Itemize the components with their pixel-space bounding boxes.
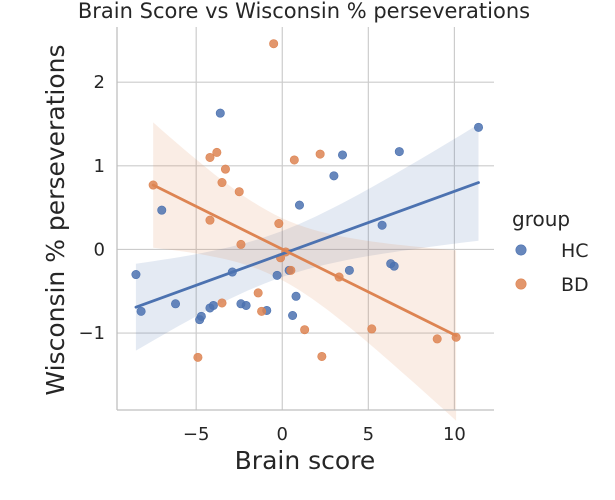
y-tick-label: 1 [94, 156, 105, 177]
tick-labels: −5 0 5 10 −1 0 1 2 [78, 72, 465, 445]
data-point-hc [394, 147, 404, 157]
data-point-hc [215, 108, 225, 118]
data-point-hc [288, 311, 298, 321]
data-point-hc [208, 300, 218, 310]
data-point-hc [157, 205, 167, 215]
data-points [131, 39, 484, 362]
axes [116, 27, 494, 411]
legend-title: group [512, 207, 570, 231]
data-point-hc [196, 311, 206, 321]
data-point-bd [220, 164, 230, 174]
data-point-bd [205, 152, 215, 162]
data-point-hc [338, 150, 348, 160]
data-point-hc [377, 220, 387, 230]
legend-items: HC BD [515, 240, 589, 296]
data-point-bd [257, 306, 267, 316]
data-point-bd [432, 334, 442, 344]
data-point-hc [329, 171, 339, 181]
data-point-hc [241, 300, 251, 310]
data-point-bd [367, 324, 377, 334]
x-axis-title: Brain score [235, 446, 376, 475]
data-point-bd [286, 265, 296, 275]
regression-line-bd [151, 183, 458, 337]
legend-label-bd: BD [561, 274, 589, 296]
data-point-hc [136, 306, 146, 316]
confidence-band-hc [135, 124, 479, 351]
x-tick-label: 0 [277, 424, 288, 445]
data-point-bd [217, 178, 227, 188]
data-point-bd [234, 187, 244, 197]
data-point-bd [205, 215, 215, 225]
confidence-bands [135, 122, 479, 421]
y-tick-label: 0 [94, 239, 105, 260]
legend-label-hc: HC [561, 240, 589, 262]
data-point-bd [315, 149, 325, 159]
legend-marker-bd [515, 278, 527, 290]
data-point-hc [474, 122, 484, 132]
x-tick-label: 10 [443, 424, 466, 445]
regression-line-hc [134, 181, 480, 309]
y-tick-label: 2 [94, 72, 105, 93]
chart-title: Brain Score vs Wisconsin % perseveration… [78, 0, 530, 23]
x-tick-label: 5 [363, 424, 374, 445]
legend: group HC BD [512, 207, 589, 296]
data-point-bd [300, 325, 310, 335]
data-point-bd [317, 351, 327, 361]
data-point-hc [294, 200, 304, 210]
confidence-band-bd [153, 122, 457, 421]
data-point-hc [389, 261, 399, 271]
y-axis-title: Wisconsin % perseverations [41, 44, 70, 395]
y-tick-label: −1 [78, 323, 105, 344]
data-point-hc [344, 265, 354, 275]
data-point-hc [131, 270, 141, 280]
data-point-bd [274, 219, 284, 229]
data-point-bd [193, 352, 203, 362]
regression-lines [134, 181, 480, 337]
data-point-bd [236, 239, 246, 249]
data-point-bd [212, 147, 222, 157]
data-point-bd [289, 155, 299, 165]
x-tick-label: −5 [183, 424, 210, 445]
data-point-hc [291, 291, 301, 301]
data-point-bd [253, 288, 263, 298]
data-point-bd [269, 39, 279, 49]
data-point-hc [272, 270, 282, 280]
legend-marker-hc [515, 244, 527, 256]
data-point-hc [171, 299, 181, 309]
data-point-bd [217, 298, 227, 308]
